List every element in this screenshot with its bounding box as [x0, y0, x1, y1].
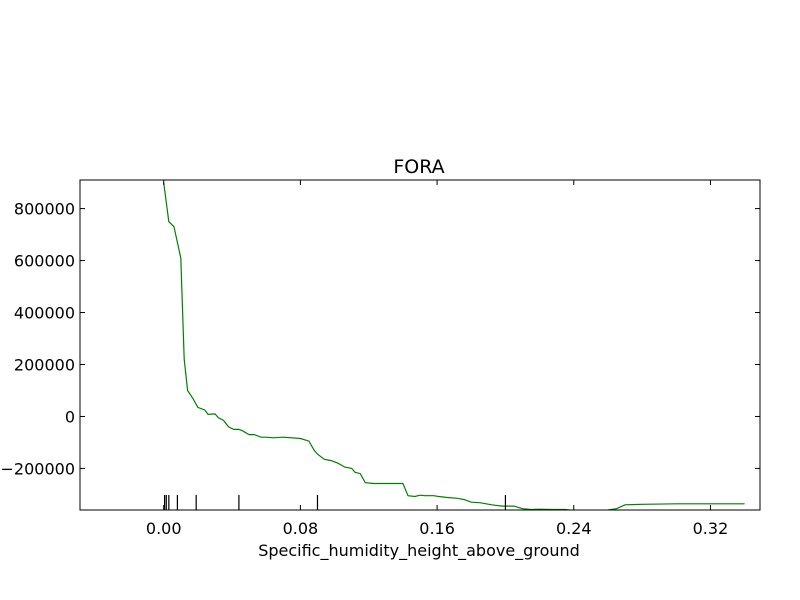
plot-frame — [79, 179, 761, 511]
y-tick-label-1: 0 — [65, 407, 75, 426]
x-axis-label: Specific_humidity_height_above_ground — [258, 541, 580, 561]
x-tick-label-3: 0.24 — [556, 519, 592, 538]
series-line-0 — [163, 182, 745, 510]
x-tick-label-1: 0.08 — [283, 519, 319, 538]
x-tick-label-4: 0.32 — [693, 519, 729, 538]
y-tick-label-0: −200000 — [1, 459, 75, 478]
y-tick-label-4: 600000 — [14, 252, 75, 271]
x-tick-label-0: 0.00 — [146, 519, 182, 538]
chart-title: FORA — [393, 156, 444, 178]
y-tick-label-5: 800000 — [14, 200, 75, 219]
x-tick-label-2: 0.16 — [419, 519, 455, 538]
plot-area: 0.00 0.08 0.16 0.24 0.32 −200000 0 200000 400000… — [1, 179, 761, 538]
y-tick-label-2: 200000 — [14, 355, 75, 374]
y-tick-label-3: 400000 — [14, 304, 75, 323]
